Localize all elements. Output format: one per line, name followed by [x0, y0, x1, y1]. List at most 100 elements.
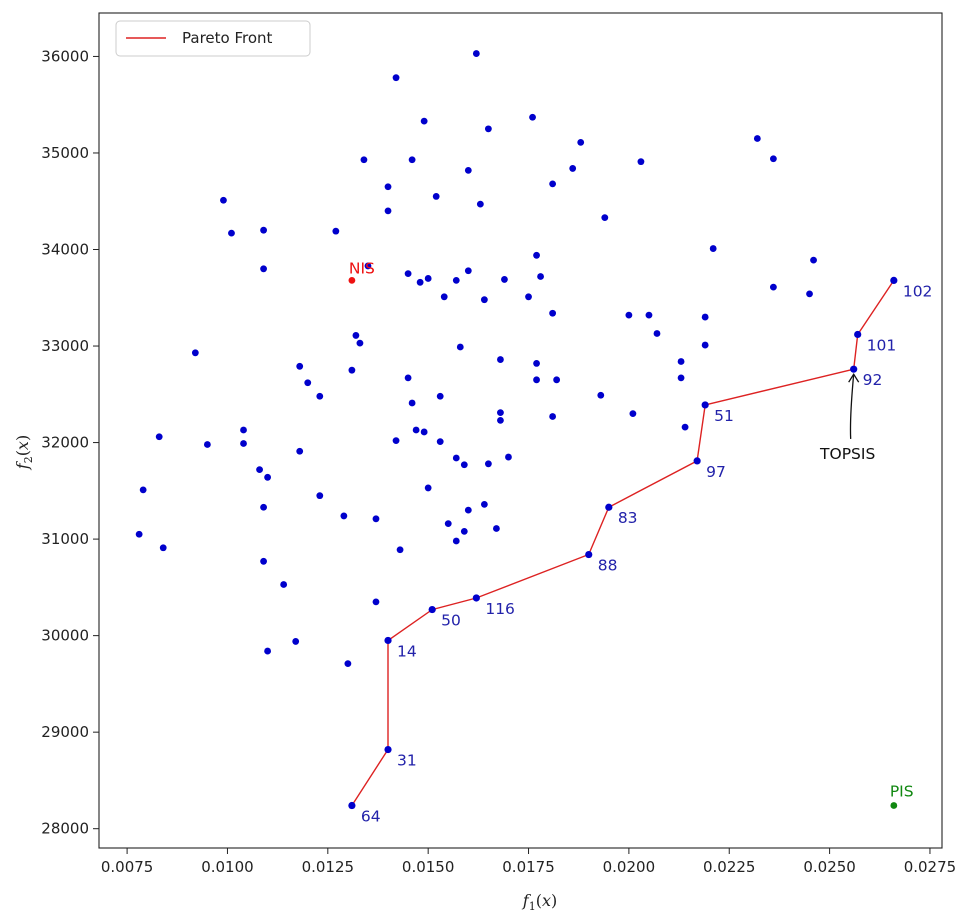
y-tick-label: 30000	[41, 627, 89, 645]
pareto-point-label: 14	[397, 642, 417, 660]
data-point	[597, 391, 605, 399]
data-point	[240, 426, 247, 434]
data-point	[440, 293, 448, 301]
data-point	[464, 267, 472, 275]
pareto-point	[605, 503, 613, 511]
data-point	[464, 506, 472, 514]
y-tick-label: 33000	[41, 337, 89, 355]
data-point	[480, 500, 488, 508]
pareto-point	[693, 457, 701, 465]
legend-entry-pareto-front: Pareto Front	[182, 29, 273, 47]
data-point	[533, 376, 540, 384]
data-point	[681, 423, 689, 431]
data-point	[135, 530, 143, 538]
pareto-point	[854, 330, 862, 339]
x-tick-label: 0.0250	[803, 858, 856, 876]
data-point	[260, 557, 267, 565]
data-point	[203, 441, 211, 448]
pareto-front-layer	[348, 276, 898, 810]
data-point	[280, 581, 288, 588]
x-tick-label: 0.0125	[302, 858, 355, 876]
points-layer	[135, 50, 817, 668]
x-tick-label: 0.0275	[904, 858, 957, 876]
pareto-point	[348, 801, 356, 810]
nis-label: NIS	[349, 259, 375, 277]
data-point	[191, 349, 199, 357]
data-point	[332, 227, 340, 235]
data-point	[629, 410, 637, 418]
data-point	[155, 433, 163, 441]
data-point	[460, 527, 468, 535]
data-point	[372, 598, 380, 606]
data-point	[637, 158, 645, 166]
data-point	[770, 283, 777, 291]
topsis-annotation: TOPSIS	[819, 372, 875, 463]
pareto-point-label: 102	[903, 282, 933, 300]
pareto-point-label: 83	[618, 509, 638, 527]
data-point	[653, 330, 661, 337]
x-axis-label: f1(x)	[522, 891, 557, 913]
pareto-point	[428, 605, 436, 614]
data-point	[452, 454, 460, 462]
data-point	[480, 296, 488, 304]
data-point	[806, 290, 813, 298]
data-point	[352, 332, 360, 339]
pareto-point-label: 92	[863, 371, 883, 389]
data-point	[549, 309, 557, 317]
data-point	[424, 484, 432, 492]
data-point	[460, 461, 468, 469]
data-point	[316, 392, 324, 400]
data-point	[601, 214, 609, 222]
data-point	[432, 193, 440, 200]
pareto-point-label: 51	[714, 407, 734, 425]
data-point	[709, 245, 717, 252]
data-point	[256, 466, 263, 473]
data-point	[296, 362, 304, 370]
data-point	[260, 265, 267, 273]
data-point	[220, 196, 227, 204]
data-point	[484, 125, 492, 133]
data-point	[529, 113, 536, 121]
data-point	[408, 156, 416, 164]
data-point	[452, 276, 460, 284]
data-point	[537, 273, 544, 280]
data-point	[404, 374, 412, 382]
data-point	[384, 183, 392, 191]
data-point	[264, 647, 271, 655]
legend: Pareto Front	[115, 20, 311, 57]
pareto-point-label: 97	[706, 463, 726, 481]
pareto-point-label: 31	[397, 752, 417, 770]
pareto-point	[701, 401, 709, 409]
data-point	[701, 341, 709, 349]
data-point	[472, 50, 480, 57]
data-point	[408, 399, 416, 407]
data-point	[533, 251, 540, 259]
data-point	[505, 453, 512, 461]
data-point	[139, 486, 147, 494]
data-point	[356, 339, 364, 347]
data-point	[553, 376, 561, 384]
data-point	[304, 379, 312, 387]
data-point	[677, 358, 685, 365]
data-point	[533, 360, 540, 367]
data-point	[316, 492, 324, 500]
data-point	[344, 660, 352, 668]
data-point	[770, 155, 777, 163]
point-labels-layer: 64 31 14 50 116 88 83 97 51 92 101 102	[361, 282, 933, 825]
y-tick-label: 34000	[41, 241, 89, 259]
x-tick-label: 0.0200	[603, 858, 656, 876]
pareto-point-label: 101	[867, 336, 897, 354]
y-tick-label: 35000	[41, 144, 89, 162]
data-point	[404, 270, 412, 278]
data-point	[549, 413, 557, 420]
data-point	[569, 165, 577, 172]
data-point	[497, 416, 504, 424]
data-point	[416, 278, 424, 286]
data-point	[464, 166, 472, 174]
x-axis: 0.0075 0.0100 0.0125 0.0150 0.0175 0.0200 0.02…	[101, 848, 956, 876]
data-point	[292, 638, 300, 645]
data-point	[372, 515, 380, 523]
data-point	[364, 262, 372, 270]
data-point	[484, 460, 492, 468]
x-tick-label: 0.0175	[502, 858, 555, 876]
